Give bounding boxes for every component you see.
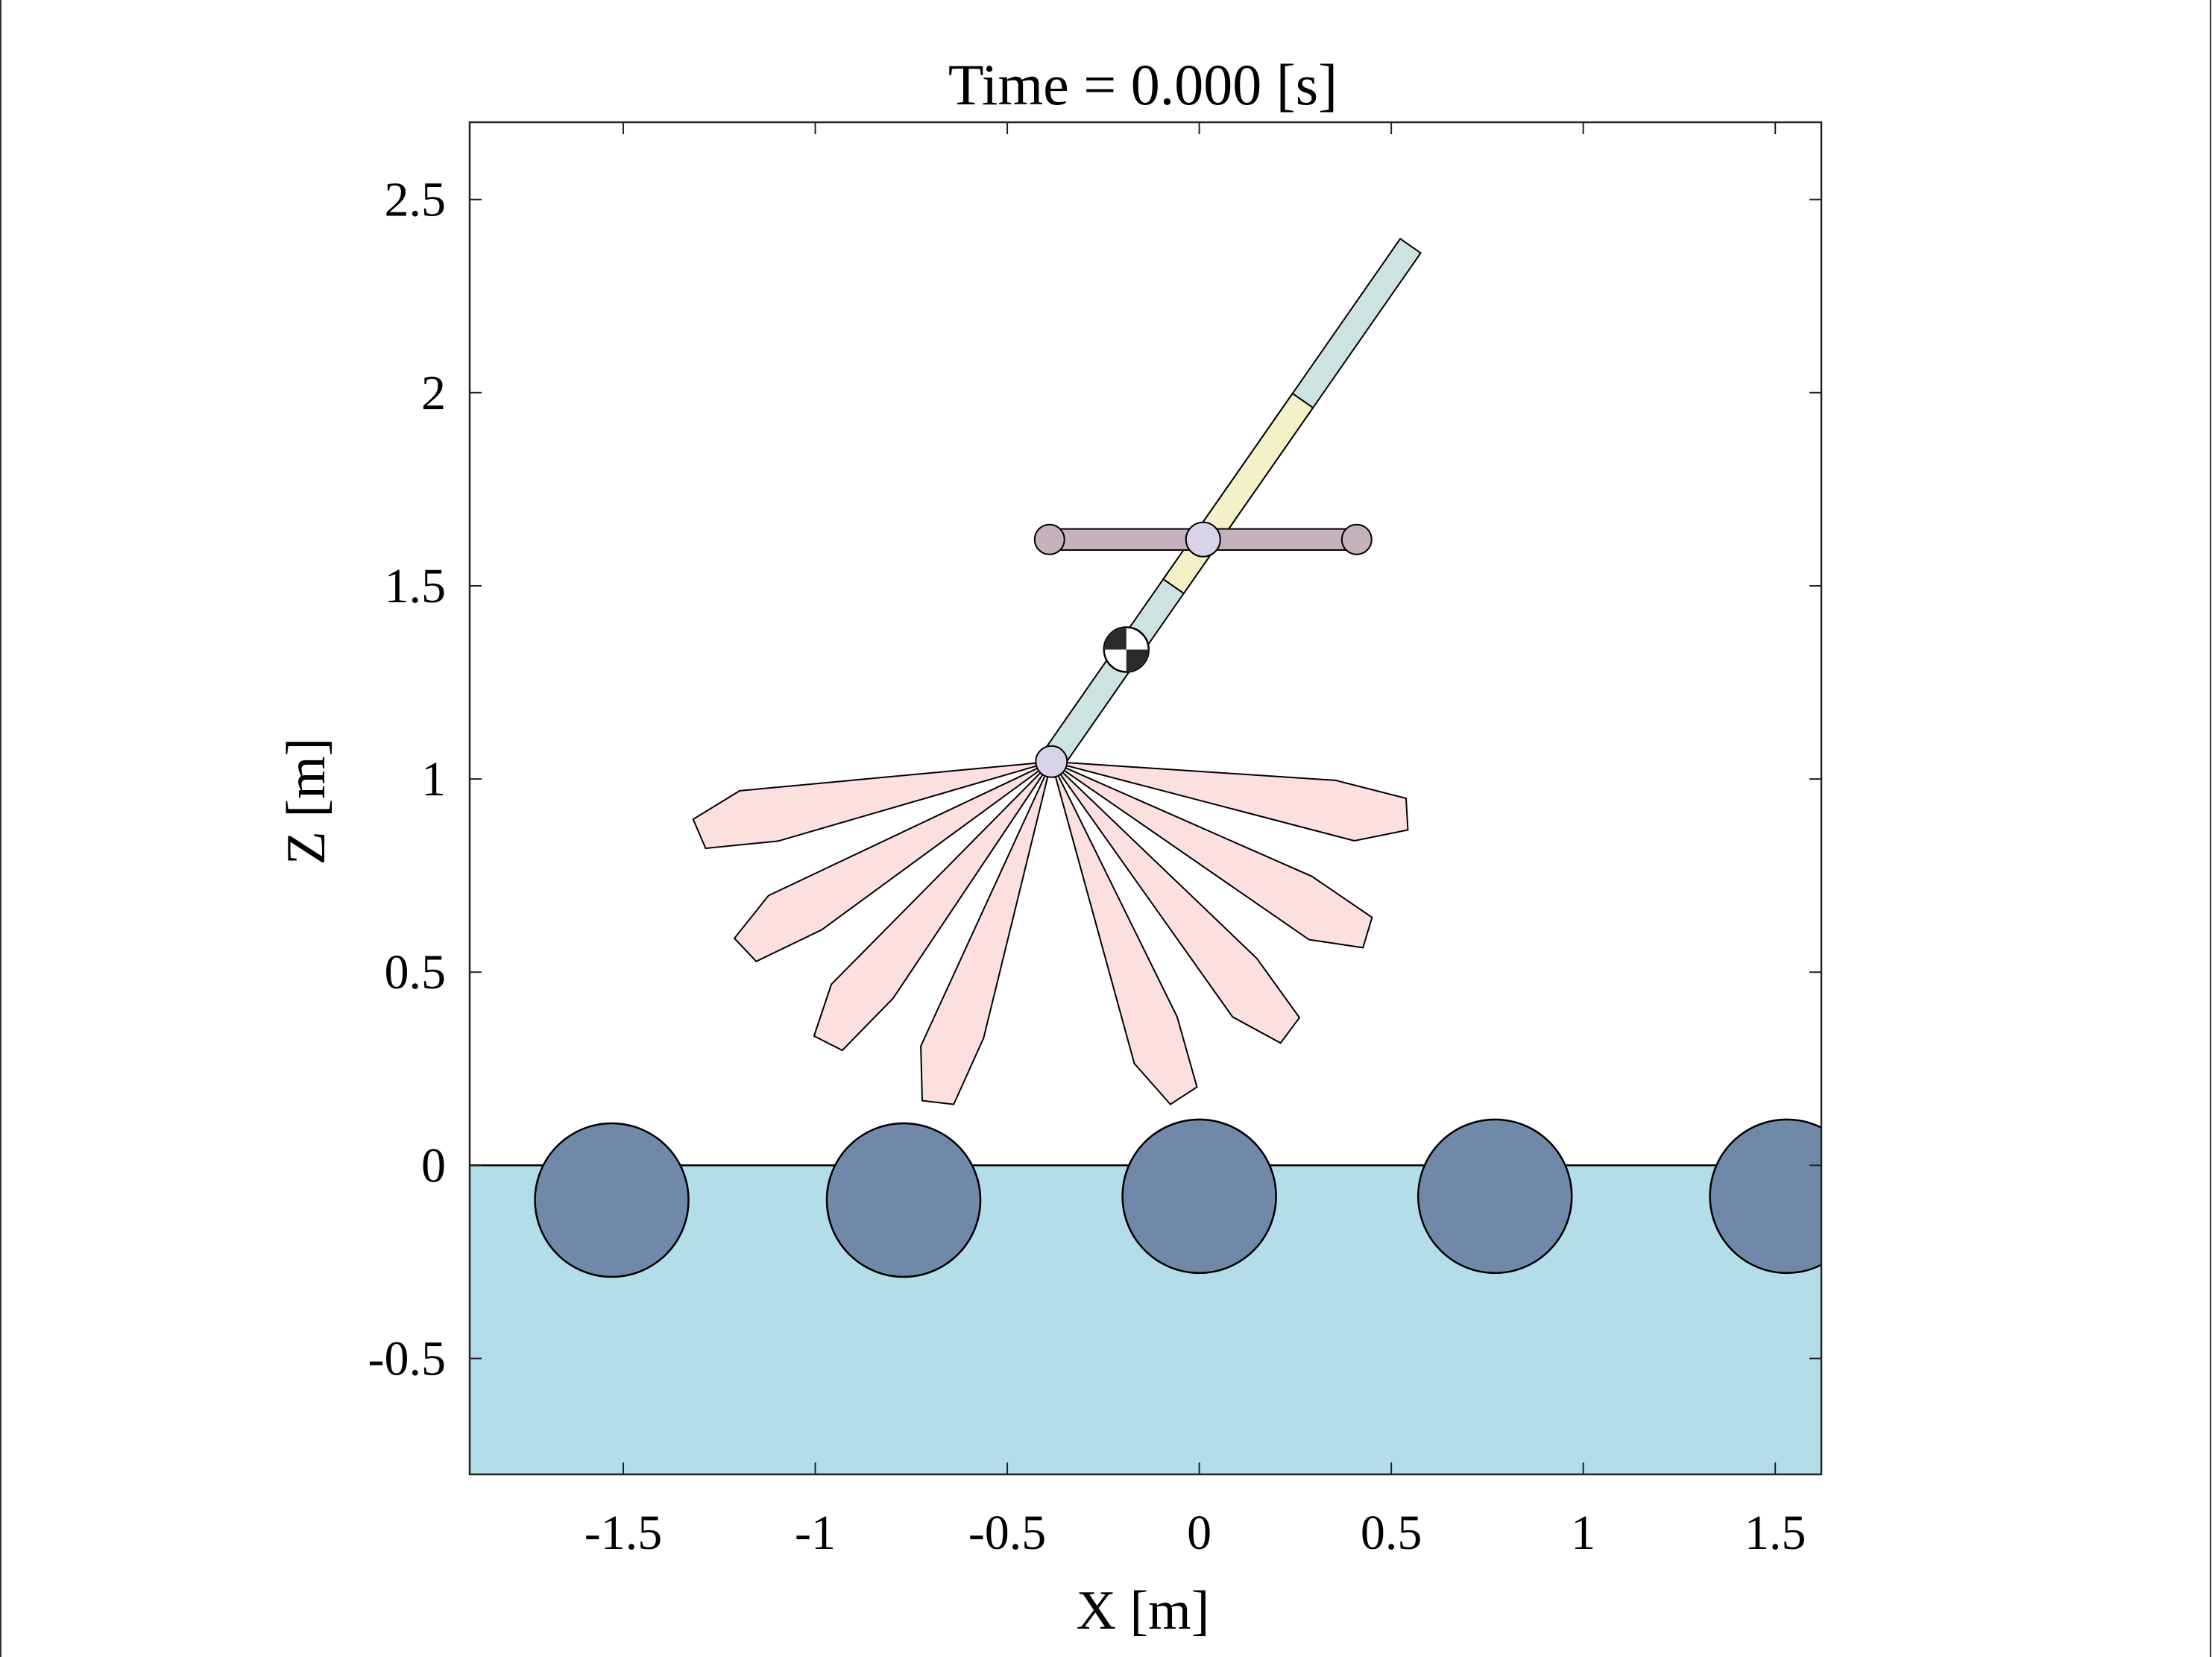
y-tick-label: 2.5 — [385, 173, 447, 227]
arm-right-end — [1340, 523, 1373, 555]
axes-frame: -1.5 -1 -0.5 0 0.5 1 1.5 -0.5 0 0.5 1 1.5 2 2.5 — [368, 121, 1823, 1560]
com-quadrant-lower-right — [1126, 649, 1149, 672]
x-tick-label: 1 — [1571, 1506, 1595, 1560]
arm-left-end — [1033, 523, 1065, 555]
wheel-5 — [1709, 1118, 1821, 1275]
plot-area — [470, 237, 1821, 1474]
spoke-layer — [692, 760, 1409, 1105]
spoke-4 — [920, 761, 1053, 1105]
spoke-3 — [813, 761, 1053, 1052]
spoke-6 — [1050, 761, 1301, 1044]
wheel-4 — [1417, 1118, 1573, 1275]
x-tick-label: 0.5 — [1361, 1506, 1422, 1560]
y-tick-label: -0.5 — [368, 1332, 446, 1386]
spoke-2 — [733, 760, 1052, 963]
plot-title: Time = 0.000 [s] — [948, 52, 1337, 117]
x-tick-label: -0.5 — [968, 1506, 1046, 1560]
x-tick-label: -1.5 — [584, 1506, 662, 1560]
y-tick-label: 0.5 — [385, 945, 447, 1000]
center-of-mass-marker — [1103, 626, 1150, 673]
arm-joint — [1185, 521, 1221, 558]
y-tick-label: 2 — [421, 366, 446, 420]
wheel-1 — [534, 1122, 690, 1278]
spoke-5 — [1050, 761, 1198, 1105]
x-axis-label: X [m] — [1077, 1580, 1210, 1641]
wheel-2 — [825, 1122, 982, 1278]
arm-layer — [1033, 521, 1373, 778]
com-quadrant-upper-left — [1103, 627, 1127, 650]
wheel-3 — [1121, 1118, 1277, 1275]
x-tick-label: -1 — [795, 1506, 836, 1560]
y-axis-label: Z [m] — [276, 738, 337, 865]
x-tick-label: 0 — [1187, 1506, 1211, 1560]
axes-box — [468, 121, 1823, 1476]
spoke-1 — [692, 760, 1052, 850]
y-tick-label: 0 — [421, 1138, 446, 1193]
y-tick-label: 1.5 — [385, 559, 447, 613]
x-tick-label: 1.5 — [1745, 1506, 1806, 1560]
spoke-8 — [1051, 760, 1409, 842]
spoke-7 — [1050, 760, 1373, 949]
wheel-layer — [534, 1118, 1821, 1278]
hub-joint — [1035, 745, 1068, 778]
y-tick-label: 1 — [421, 752, 446, 807]
